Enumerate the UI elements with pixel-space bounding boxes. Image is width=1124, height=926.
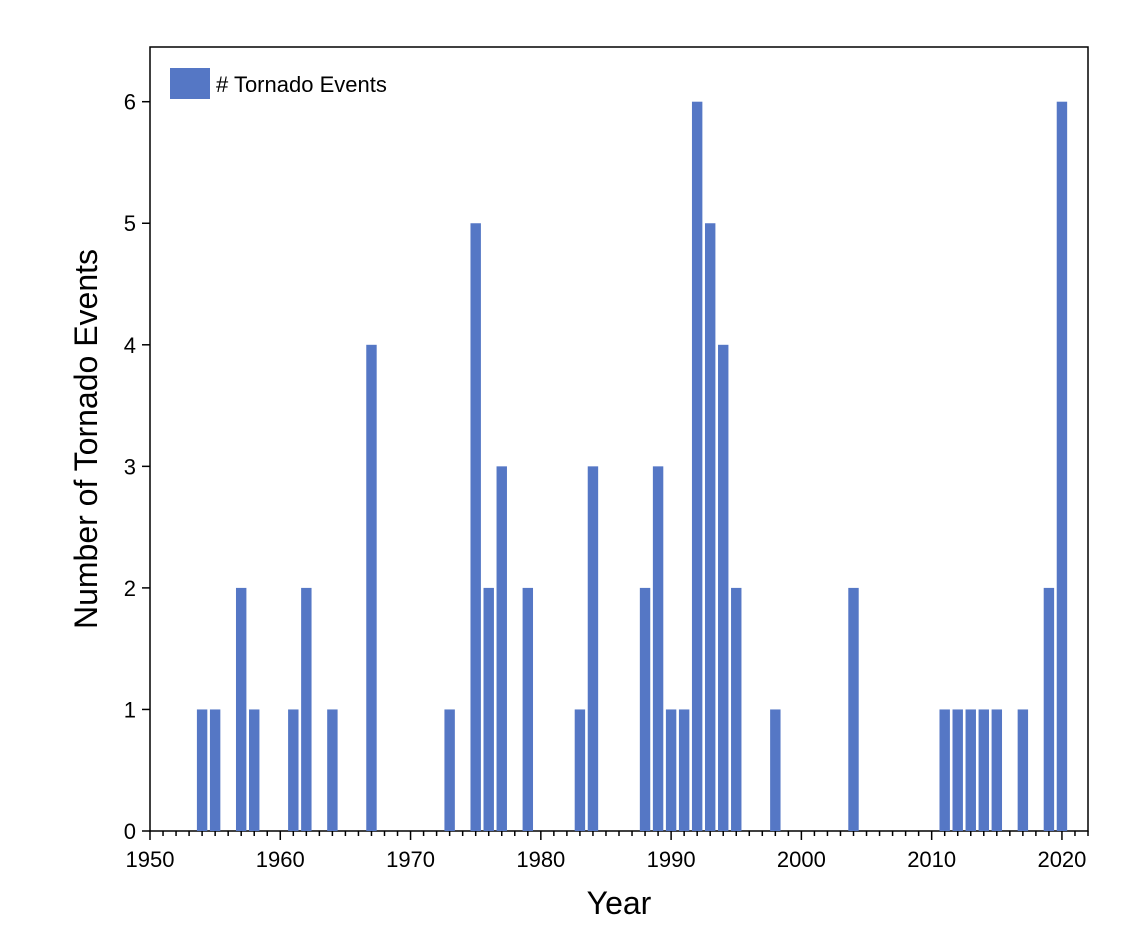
- bar-1989: [652, 466, 664, 831]
- bar-1957: [235, 587, 247, 831]
- bar-1988: [639, 587, 651, 831]
- legend-label: # Tornado Events: [216, 72, 387, 97]
- x-axis: 1950 1960 1970 1980 1990 2000 2010 2020: [126, 831, 1089, 872]
- bar-1977: [496, 466, 507, 831]
- bar-1973: [444, 709, 455, 831]
- bar-1992: [691, 101, 703, 831]
- bar-1994: [718, 344, 729, 831]
- legend: # Tornado Events: [170, 68, 387, 99]
- bar-2004: [848, 587, 859, 831]
- y-tick-label: 1: [124, 697, 136, 722]
- bar-2020: [1056, 101, 1068, 831]
- bar-1961: [288, 709, 299, 831]
- x-tick-label: 1980: [516, 847, 565, 872]
- bar-1954: [196, 709, 208, 831]
- legend-swatch: [170, 68, 210, 99]
- bars-group: [196, 101, 1068, 832]
- bar-1983: [574, 709, 586, 831]
- y-axis: 0 1 2 3 4 5 6: [124, 90, 150, 844]
- bar-1998: [770, 709, 781, 831]
- bar-2017: [1017, 709, 1029, 831]
- bar-1955: [209, 709, 221, 831]
- y-axis-title: Number of Tornado Events: [68, 249, 104, 629]
- x-tick-label: 1990: [647, 847, 696, 872]
- bar-1967: [366, 344, 377, 831]
- bar-1962: [301, 587, 312, 831]
- y-tick-label: 5: [124, 211, 136, 236]
- x-tick-label: 2000: [777, 847, 826, 872]
- bar-1958: [249, 709, 260, 831]
- bar-2015: [991, 709, 1003, 831]
- x-axis-title: Year: [587, 885, 652, 921]
- bar-1984: [587, 466, 599, 831]
- bar-1993: [704, 223, 716, 832]
- x-tick-label: 1960: [256, 847, 305, 872]
- x-tick-label: 2020: [1037, 847, 1086, 872]
- bar-2013: [965, 709, 976, 831]
- bar-2014: [978, 709, 989, 831]
- x-tick-label: 2010: [907, 847, 956, 872]
- bar-2012: [952, 709, 963, 831]
- bar-2019: [1043, 587, 1055, 831]
- bar-1991: [678, 709, 690, 831]
- x-tick-label: 1950: [126, 847, 175, 872]
- bar-1975: [470, 223, 481, 832]
- y-tick-label: 2: [124, 576, 136, 601]
- y-tick-label: 0: [124, 819, 136, 844]
- y-tick-label: 6: [124, 90, 136, 115]
- y-tick-label: 3: [124, 454, 136, 479]
- x-tick-label: 1970: [386, 847, 435, 872]
- bar-1976: [483, 587, 494, 831]
- bar-1979: [522, 587, 534, 831]
- bar-1964: [327, 709, 338, 831]
- y-tick-label: 4: [124, 333, 136, 358]
- bar-2011: [939, 709, 950, 831]
- bar-1990: [665, 709, 677, 831]
- bar-1995: [731, 587, 742, 831]
